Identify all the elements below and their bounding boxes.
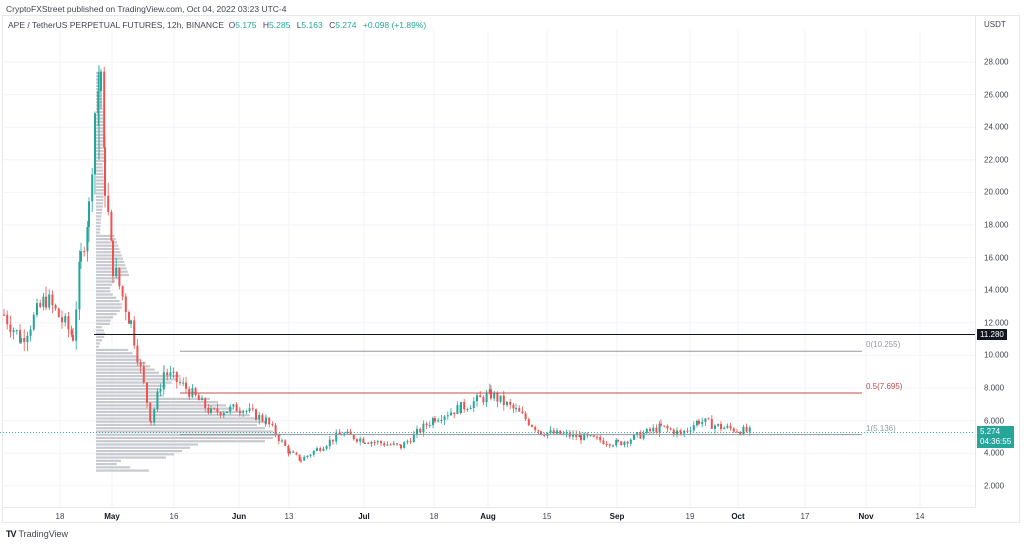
bar-countdown: 04:36:55 [980,437,1012,447]
time-tick-label: 19 [685,512,695,521]
horizontal-line-price-label: 11.280 [977,328,1007,340]
time-tick-label: Jul [358,512,370,521]
fib-level-label: 1(5.136) [866,423,896,433]
time-tick-label: 13 [284,512,294,521]
change-value: +0.098 (+1.89%) [362,20,427,30]
grid-lines [3,30,975,507]
high-label: H [262,20,270,30]
time-tick-label: Sep [609,512,625,521]
time-tick-label: Jun [231,512,247,521]
price-tick-label: 12.000 [984,318,1009,328]
price-tick-label: 2.000 [984,481,1005,491]
time-tick-label: Nov [858,512,874,521]
brand-name: TradingView [18,529,69,539]
price-tick-label: 10.000 [984,350,1009,360]
time-tick-label: 18 [55,512,65,521]
price-axis-unit: USDT [984,20,1006,29]
time-tick-label: 16 [169,512,179,521]
last-price-value: 5.274 [980,427,1001,437]
price-tick-label: 8.000 [984,383,1005,393]
publisher-line: CryptoFXStreet published on TradingView.… [6,4,287,14]
time-tick-label: May [104,512,120,521]
time-tick-label: 15 [542,512,552,521]
last-price-label: 5.274 04:36:55 [977,426,1015,449]
price-tick-label: 24.000 [984,122,1009,132]
low-label: L [296,20,302,30]
volume-profile [96,71,281,472]
price-tick-label: 28.000 [984,57,1009,67]
close-label: C [329,20,336,30]
tradingview-logo-icon: TV [6,529,16,539]
fib-level-label: 0.5(7.695) [866,381,903,391]
high-value: 5.285 [269,20,291,30]
price-tick-label: 22.000 [984,155,1009,165]
chart-frame [2,15,1020,523]
candlesticks [3,65,751,464]
open-label: O [228,20,236,30]
symbol-legend: APE / TetherUS PERPETUAL FUTURES, 12h, B… [8,20,426,30]
price-tick-label: 26.000 [984,90,1009,100]
tradingview-brand: TV TradingView [6,529,68,539]
time-tick-label: Oct [731,512,745,521]
price-tick-label: 20.000 [984,187,1009,197]
low-value: 5.163 [301,20,323,30]
fib-level-label: 0(10.255) [866,340,901,350]
time-axis[interactable] [2,507,975,508]
close-value: 5.274 [335,20,357,30]
price-tick-label: 4.000 [984,448,1005,458]
price-axis[interactable] [975,15,1021,508]
open-value: 5.175 [235,20,257,30]
time-tick-label: Aug [480,512,496,521]
price-tick-label: 14.000 [984,285,1009,295]
price-tick-label: 6.000 [984,416,1005,426]
price-tick-label: 18.000 [984,220,1009,230]
price-tick-label: 16.000 [984,253,1009,263]
time-tick-label: 18 [429,512,439,521]
time-tick-label: 17 [800,512,810,521]
time-tick-label: 14 [915,512,925,521]
symbol-title: APE / TetherUS PERPETUAL FUTURES, 12h, B… [8,20,224,30]
